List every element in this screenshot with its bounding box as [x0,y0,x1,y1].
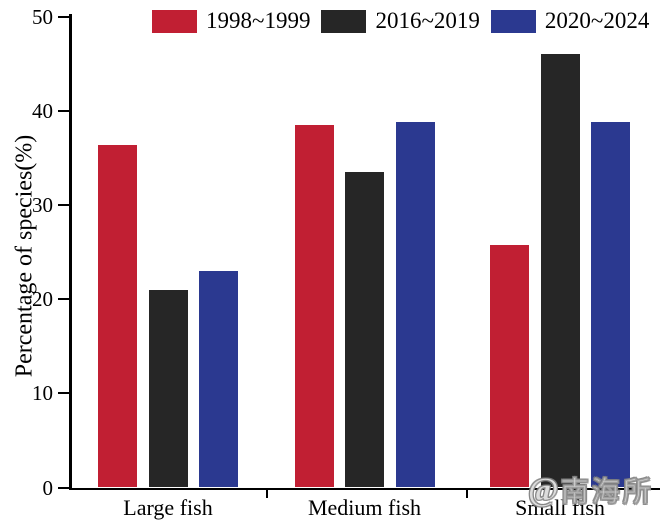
legend-item: 1998~1999 [152,8,310,34]
bar-2016-2019-large-fish [148,289,188,488]
y-tick-label: 0 [42,475,54,500]
legend-swatch-icon [152,9,197,33]
y-axis-tick [58,109,69,112]
bar-2016-2019-small-fish [540,54,580,488]
bar-1998-1999-medium-fish [294,124,334,488]
x-category-label: Small fish [515,494,605,520]
y-tick-label: 10 [32,381,53,406]
y-axis-tick [58,15,69,18]
legend-label: 1998~1999 [206,8,311,33]
y-axis-line [69,14,72,490]
legend-swatch-icon [490,9,536,33]
bar-2020-2024-large-fish [199,270,238,488]
bar-2020-2024-small-fish [591,122,630,488]
x-category-label: Medium fish [307,494,422,520]
y-tick-label: 50 [32,4,53,29]
legend-label: 2016~2019 [375,8,480,33]
bar-2016-2019-medium-fish [345,171,384,488]
y-tick-label: 30 [32,192,53,217]
bar-2020-2024-medium-fish [395,122,435,488]
legend-swatch-icon [321,9,367,33]
chart-legend: 1998~1999 2016~2019 2020~2024 [152,8,660,34]
x-axis-tick [465,490,468,498]
y-axis-tick [58,392,69,395]
y-axis-tick [58,486,69,489]
legend-item: 2016~2019 [321,8,480,34]
y-tick-label: 20 [32,287,53,312]
y-axis-tick [58,203,69,206]
y-tick-label: 40 [32,98,53,123]
x-axis-tick [265,490,268,498]
bar-1998-1999-large-fish [98,144,137,488]
x-axis-line [69,487,660,490]
y-axis-title: Percentage of species(%) [11,134,38,378]
legend-item: 2020~2024 [490,8,650,34]
x-category-label: Large fish [123,494,213,520]
y-axis-tick [58,298,69,301]
bar-1998-1999-small-fish [490,245,529,488]
legend-label: 2020~2024 [544,8,650,33]
